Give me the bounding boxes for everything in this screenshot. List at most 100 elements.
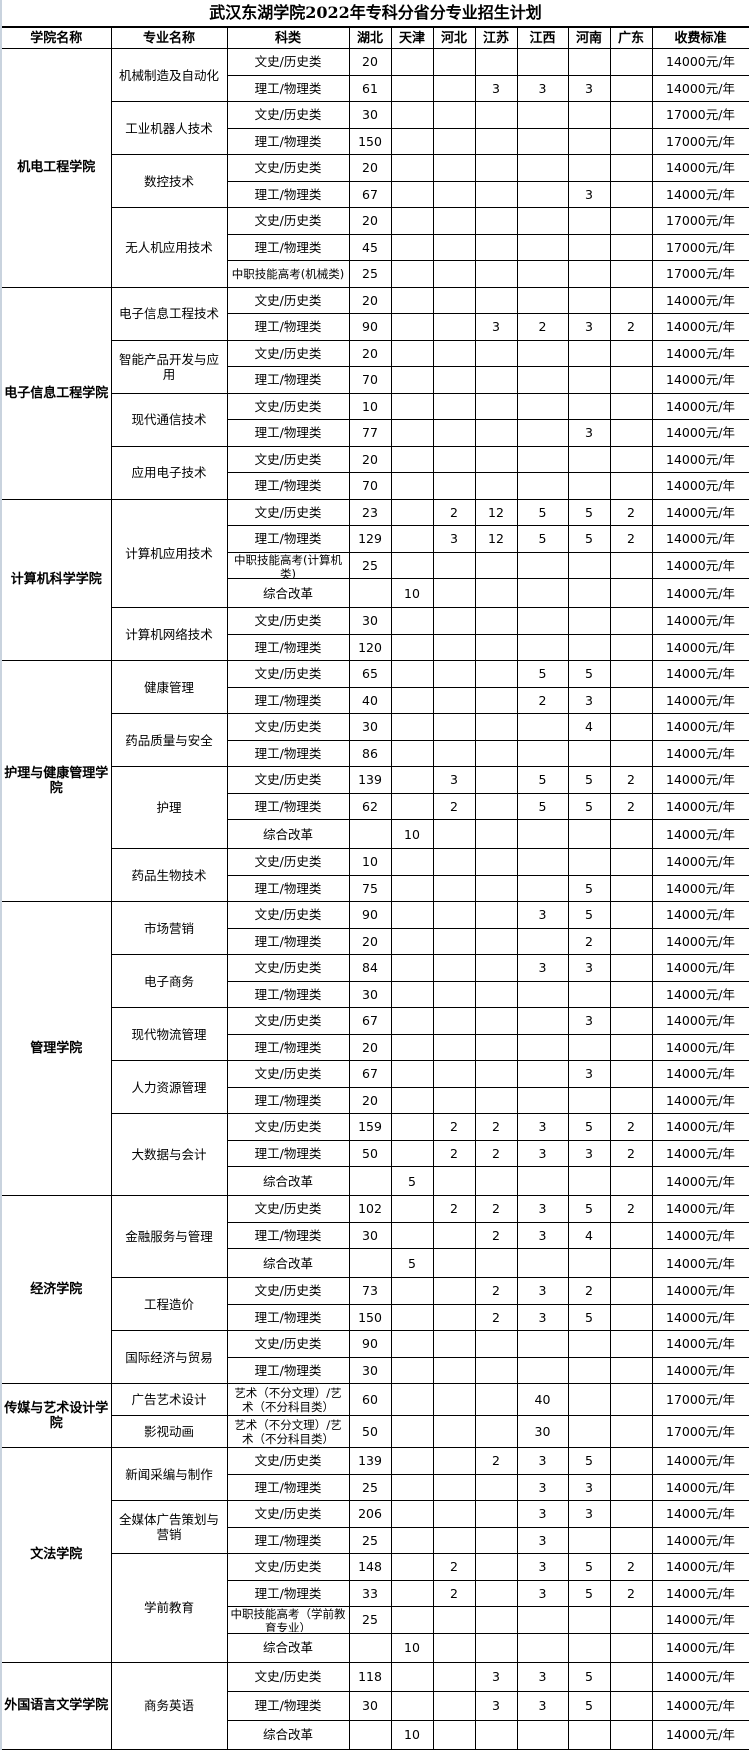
category-cell: 理工/物理类	[227, 1473, 350, 1501]
fee-cell-text: 14000元/年	[666, 854, 735, 870]
table-row: 理工/物理类 30 3 3 5 14000元/年	[2, 1690, 749, 1721]
category-cell-text: 文史/历史类	[254, 1506, 322, 1522]
fee-cell: 14000元/年	[651, 1526, 749, 1554]
quota-cell	[609, 1415, 653, 1448]
category-cell: 中职技能高考（学前教育专业）	[227, 1606, 350, 1634]
category-cell-text: 中职技能高考(机械类)	[231, 266, 345, 281]
major-name: 全媒体广告策划与营销	[111, 1500, 228, 1554]
quota-cell-text: 2	[450, 1145, 458, 1161]
quota-cell-text: 5	[585, 504, 593, 520]
quota-cell	[432, 207, 476, 235]
quota-cell-text: 20	[362, 345, 378, 361]
category-cell: 理工/物理类	[227, 1579, 350, 1607]
quota-cell	[432, 1447, 476, 1475]
quota-cell: 2	[474, 1303, 518, 1331]
category-cell-text: 文史/历史类	[254, 666, 322, 682]
quota-cell	[516, 392, 569, 420]
major-name-text: 全媒体广告策划与营销	[118, 1512, 219, 1542]
quota-cell-text: 3	[538, 1201, 547, 1217]
quota-cell	[432, 607, 476, 635]
quota-cell	[516, 445, 569, 473]
category-cell: 理工/物理类	[227, 686, 350, 714]
quota-cell	[609, 874, 653, 902]
quota-cell: 3	[516, 901, 569, 929]
quota-cell: 3	[474, 74, 518, 102]
category-cell: 艺术（不分文理）/艺术（不分科目类）	[226, 1383, 350, 1416]
quota-cell: 3	[432, 766, 476, 794]
category-cell-text: 文史/历史类	[254, 107, 322, 123]
quota-cell: 2	[609, 1139, 653, 1167]
table-row: 综合改革 5 14000元/年	[2, 1166, 749, 1196]
quota-cell-text: 3	[450, 531, 458, 547]
quota-cell: 2	[432, 1139, 476, 1167]
quota-cell	[390, 1526, 434, 1554]
category-cell-text: 理工/物理类	[254, 639, 322, 655]
quota-cell	[432, 927, 476, 955]
quota-cell	[609, 713, 653, 741]
table-row: 传媒与艺术设计学院 广告艺术设计 艺术（不分文理）/艺术（不分科目类） 60 40 170…	[2, 1383, 749, 1448]
table-row: 综合改革 5 14000元/年	[2, 1248, 749, 1278]
quota-cell: 3	[516, 1526, 569, 1554]
quota-cell: 90	[348, 313, 392, 341]
category-cell: 文史/历史类	[226, 445, 350, 473]
quota-cell	[609, 1356, 653, 1384]
quota-cell	[609, 419, 653, 447]
major-name: 市场营销	[110, 901, 228, 955]
table-row: 综合改革 10 14000元/年	[2, 819, 749, 849]
quota-cell: 25	[348, 1473, 392, 1501]
quota-cell-text: 120	[358, 639, 382, 655]
quota-cell: 77	[348, 419, 392, 447]
quota-cell	[609, 101, 653, 129]
category-cell-text: 文史/历史类	[254, 213, 322, 229]
quota-cell-text: 3	[585, 1013, 593, 1029]
fee-cell-text: 17000元/年	[666, 213, 735, 229]
major-name: 智能产品开发与应用	[111, 339, 228, 394]
fee-cell: 17000元/年	[651, 260, 749, 288]
quota-cell-text: 50	[362, 1424, 378, 1439]
table-row: 理工/物理类 25 3 14000元/年	[2, 1526, 749, 1554]
college-name-text: 管理学院	[30, 1041, 83, 1056]
quota-cell	[474, 1526, 518, 1554]
quota-cell	[432, 419, 476, 447]
quota-cell: 3	[516, 1579, 569, 1607]
quota-cell	[348, 819, 392, 849]
quota-cell: 40	[348, 686, 392, 714]
quota-cell	[390, 1060, 434, 1088]
quota-cell	[474, 1579, 518, 1607]
quota-cell	[390, 233, 434, 261]
quota-cell	[390, 472, 434, 500]
quota-cell	[390, 1690, 434, 1721]
major-name-text: 机械制造及自动化	[118, 67, 219, 83]
quota-cell-text: 10	[404, 826, 420, 842]
table-row: 理工/物理类 20 14000元/年	[2, 1086, 749, 1114]
category-cell-text: 理工/物理类	[254, 1092, 322, 1108]
category-cell-text: 理工/物理类	[254, 133, 322, 149]
quota-cell-text: 65	[362, 666, 378, 682]
fee-cell: 14000元/年	[651, 607, 749, 635]
quota-cell-text: 3	[585, 1145, 593, 1161]
quota-cell	[516, 1248, 569, 1278]
quota-cell	[567, 48, 611, 76]
table-row: 药品生物技术 文史/历史类 10 14000元/年	[2, 848, 749, 902]
fee-cell: 14000元/年	[651, 1248, 749, 1278]
quota-cell	[474, 101, 518, 129]
quota-cell	[567, 1166, 611, 1196]
quota-cell	[474, 607, 518, 635]
major-name-text: 工程造价	[143, 1296, 194, 1312]
quota-cell-text: 2	[627, 504, 635, 520]
category-cell-text: 理工/物理类	[254, 186, 322, 202]
category-cell-text: 文史/历史类	[254, 1669, 322, 1684]
quota-cell-text: 2	[450, 504, 458, 520]
major-name: 人力资源管理	[111, 1060, 228, 1114]
quota-cell: 206	[348, 1500, 392, 1528]
quota-cell: 84	[348, 954, 392, 982]
quota-cell-text: 20	[362, 160, 378, 176]
quota-cell	[432, 48, 476, 76]
quota-cell	[516, 739, 569, 767]
quota-cell: 5	[390, 1248, 434, 1278]
table-row: 理工/物理类 33 2 3 5 2 14000元/年	[2, 1579, 749, 1607]
quota-cell	[390, 392, 434, 420]
quota-cell: 65	[348, 660, 392, 688]
quota-cell	[474, 1356, 518, 1384]
category-cell: 理工/物理类	[227, 980, 350, 1008]
